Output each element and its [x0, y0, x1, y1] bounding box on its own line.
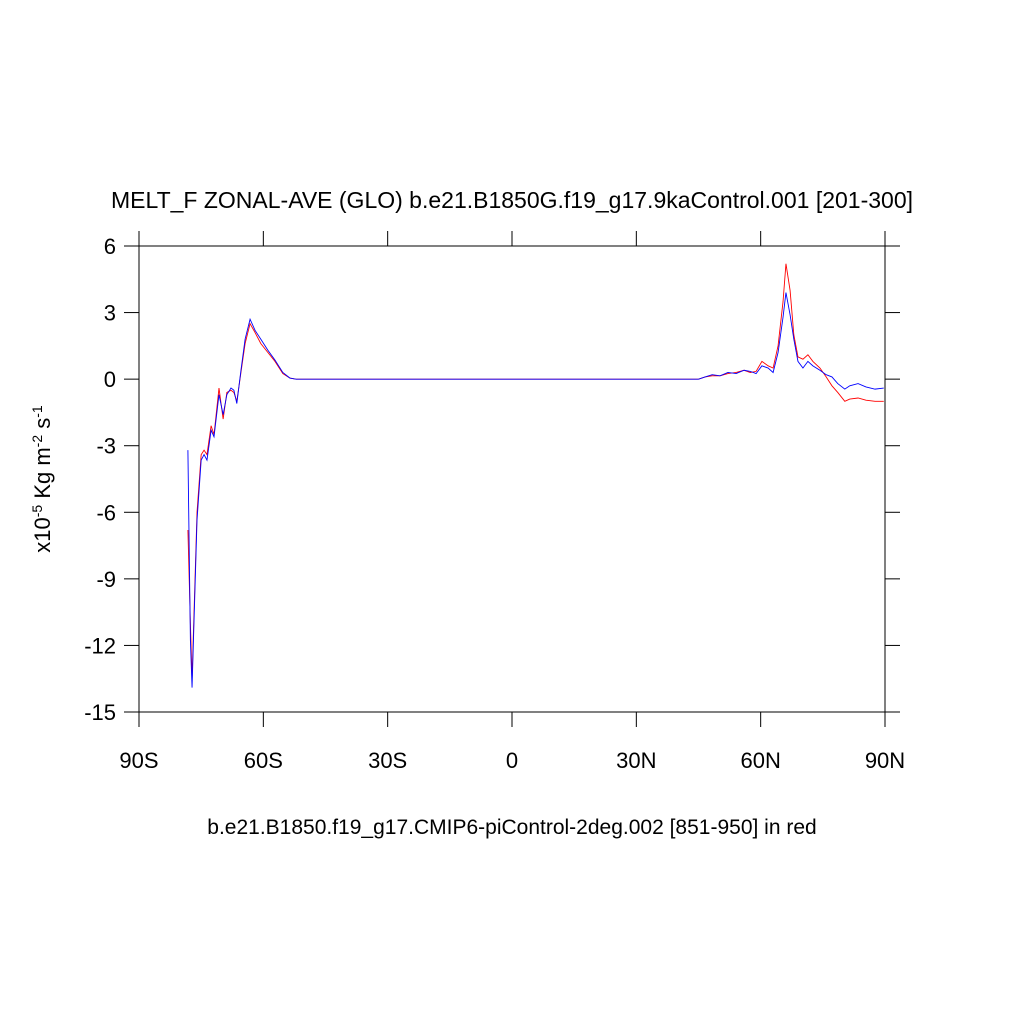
- y-axis-label: x10-5 Kg m-2 s-1: [29, 405, 55, 553]
- x-tick-label: 0: [506, 748, 518, 773]
- y-tick-label: -12: [84, 633, 116, 658]
- x-tick-label: 60S: [244, 748, 283, 773]
- y-label-exponent: -1: [29, 405, 45, 418]
- x-tick-label: 90S: [119, 748, 158, 773]
- y-label-text: Kg m: [30, 447, 55, 504]
- y-tick-label: -15: [84, 700, 116, 725]
- plot-frame: [138, 245, 886, 713]
- y-tick-label: 3: [104, 301, 116, 326]
- series-line: [187, 292, 884, 688]
- y-tick-label: -9: [96, 567, 116, 592]
- y-tick-label: -3: [96, 434, 116, 459]
- y-label-exponent: -5: [29, 505, 45, 518]
- y-tick-label: -6: [96, 500, 116, 525]
- y-label-exponent: -2: [29, 435, 45, 448]
- y-tick-label: 6: [104, 234, 116, 259]
- y-tick-label: 0: [104, 367, 116, 392]
- y-label-text: s: [30, 418, 55, 435]
- series-line: [187, 263, 884, 679]
- x-tick-label: 30N: [616, 748, 656, 773]
- x-tick-label: 30S: [368, 748, 407, 773]
- caption: b.e21.B1850.f19_g17.CMIP6-piControl-2deg…: [207, 816, 816, 839]
- y-label-text: x10: [30, 517, 55, 552]
- x-tick-label: 60N: [740, 748, 780, 773]
- chart-title: MELT_F ZONAL-AVE (GLO) b.e21.B1850G.f19_…: [111, 187, 913, 213]
- x-tick-label: 90N: [865, 748, 905, 773]
